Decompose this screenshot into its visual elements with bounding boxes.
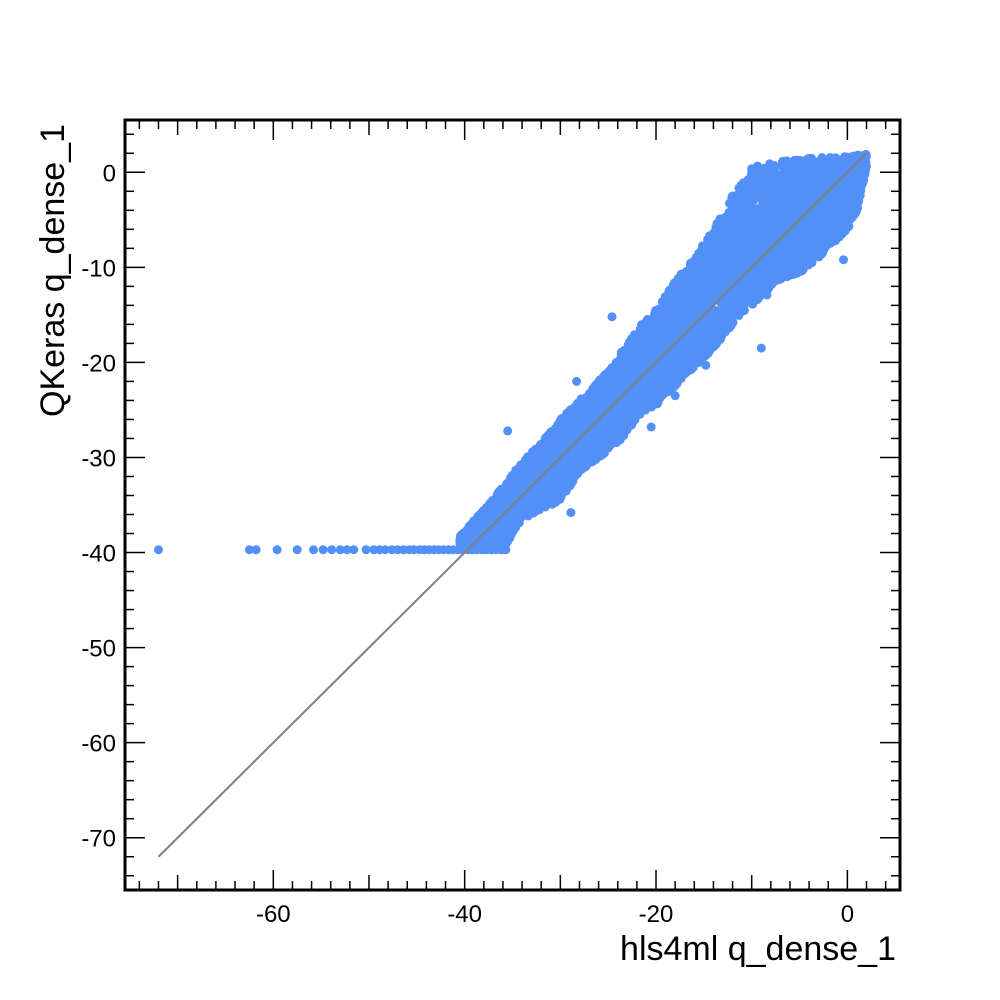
data-point — [726, 266, 736, 276]
data-point — [640, 366, 650, 376]
data-point — [750, 270, 760, 279]
data-point — [740, 208, 750, 218]
data-point — [521, 502, 531, 512]
data-points — [154, 149, 871, 555]
data-point — [716, 239, 726, 248]
data-point — [562, 470, 572, 480]
